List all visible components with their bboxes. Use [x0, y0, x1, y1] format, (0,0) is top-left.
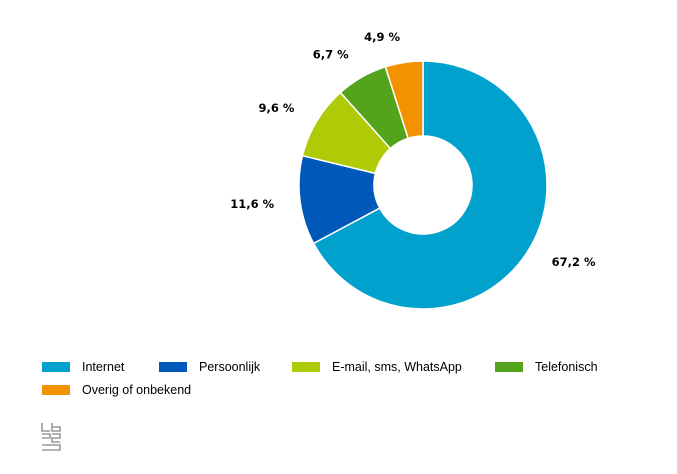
legend-swatch-telefonisch — [495, 362, 523, 372]
legend-label-internet: Internet — [82, 360, 125, 374]
data-label-internet: 67,2 % — [552, 255, 596, 269]
legend-swatch-overig — [42, 385, 70, 395]
slice-internet — [312, 60, 548, 310]
legend-item-internet: Internet — [42, 358, 124, 376]
donut-chart: 67,2 % 11,6 % 9,6 % 6,7 % 4,9 % — [230, 30, 596, 310]
legend-label-email: E-mail, sms, WhatsApp — [332, 360, 462, 374]
legend-label-telefonisch: Telefonisch — [535, 360, 598, 374]
legend-swatch-persoonlijk — [159, 362, 187, 372]
data-label-overig: 4,9 % — [364, 30, 400, 44]
data-label-telefonisch: 6,7 % — [313, 48, 349, 62]
legend-swatch-internet — [42, 362, 70, 372]
legend-item-overig: Overig of onbekend — [42, 381, 191, 399]
cbs-logo-icon — [41, 423, 61, 451]
legend-swatch-email — [292, 362, 320, 372]
data-label-persoonlijk: 11,6 % — [230, 197, 274, 211]
legend-label-persoonlijk: Persoonlijk — [199, 360, 261, 374]
slice-overig — [384, 60, 424, 140]
legend-label-overig: Overig of onbekend — [82, 383, 192, 397]
legend-item-email: E-mail, sms, WhatsApp — [292, 358, 462, 376]
legend-item-persoonlijk: Persoonlijk — [159, 358, 260, 376]
legend-item-telefonisch: Telefonisch — [495, 358, 598, 376]
data-label-email: 9,6 % — [258, 101, 294, 115]
